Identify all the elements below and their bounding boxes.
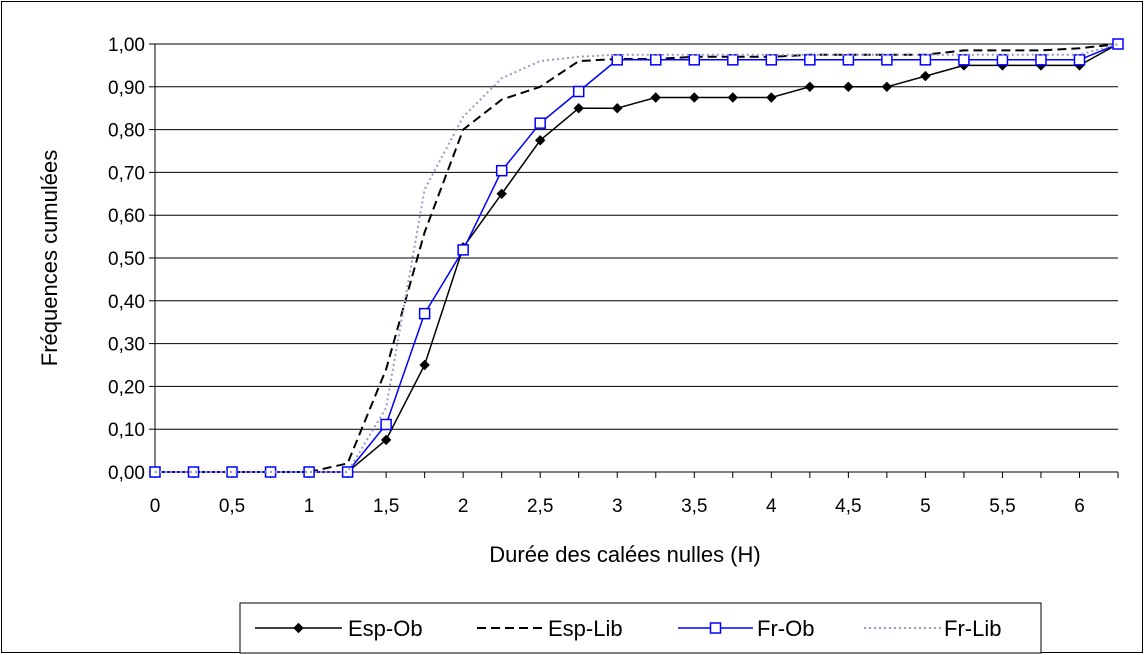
marker-diamond bbox=[727, 92, 739, 103]
marker-diamond bbox=[804, 81, 816, 93]
marker-square bbox=[495, 164, 508, 177]
marker-diamond bbox=[920, 70, 931, 82]
marker-square bbox=[919, 54, 932, 66]
x-tick-label: 0 bbox=[150, 496, 161, 517]
x-tick-label: 4,5 bbox=[835, 496, 861, 517]
marker-square bbox=[534, 117, 546, 129]
gridlines bbox=[155, 43, 1118, 473]
marker-square bbox=[709, 622, 722, 634]
legend-label-esp-lib: Esp-Lib bbox=[548, 616, 623, 641]
marker-diamond bbox=[419, 359, 430, 371]
marker-square bbox=[572, 85, 585, 98]
marker-square bbox=[611, 54, 623, 66]
y-tick-label: 0,20 bbox=[108, 377, 145, 398]
tick-labels: 0,000,100,200,300,400,500,600,700,800,90… bbox=[108, 35, 1085, 517]
marker-square bbox=[457, 244, 469, 256]
marker-square bbox=[303, 466, 315, 478]
marker-square bbox=[187, 466, 200, 478]
marker-square bbox=[688, 54, 701, 66]
marker-diamond bbox=[843, 81, 854, 93]
marker-square bbox=[380, 418, 392, 431]
marker-diamond bbox=[293, 622, 304, 634]
x-axis-title: Durée des calées nulles (H) bbox=[489, 542, 760, 567]
y-tick-label: 0,70 bbox=[108, 163, 145, 184]
y-tick-label: 0,00 bbox=[108, 463, 145, 484]
marker-square bbox=[881, 54, 893, 66]
legend-label-esp-ob: Esp-Ob bbox=[348, 616, 423, 641]
marker-diamond bbox=[881, 81, 893, 93]
y-tick-label: 0,50 bbox=[108, 249, 145, 270]
x-tick-label: 2,5 bbox=[527, 496, 553, 517]
series-layer bbox=[149, 38, 1124, 478]
marker-diamond bbox=[573, 102, 584, 114]
marker-diamond bbox=[650, 92, 661, 103]
marker-square bbox=[804, 54, 816, 66]
y-tick-label: 0,90 bbox=[108, 78, 145, 99]
axes bbox=[149, 43, 1119, 478]
y-axis-title: Fréquences cumulées bbox=[37, 150, 62, 366]
y-tick-label: 0,10 bbox=[108, 420, 145, 441]
marker-square bbox=[650, 54, 662, 66]
marker-square bbox=[226, 466, 238, 478]
x-tick-label: 4 bbox=[766, 496, 777, 517]
x-tick-label: 1 bbox=[304, 496, 315, 517]
series-line-fr-lib bbox=[155, 43, 1119, 473]
series-line-esp-lib bbox=[155, 43, 1119, 473]
legend-label-fr-lib: Fr-Lib bbox=[944, 616, 1001, 641]
marker-square bbox=[765, 54, 778, 66]
marker-square bbox=[1112, 38, 1124, 50]
marker-diamond bbox=[766, 92, 777, 103]
y-tick-label: 0,40 bbox=[108, 292, 145, 313]
x-tick-label: 3 bbox=[612, 496, 623, 517]
marker-square bbox=[1073, 54, 1086, 66]
legend: Esp-Ob Esp-Lib Fr-Ob Fr-Lib bbox=[239, 602, 1042, 654]
marker-diamond bbox=[612, 102, 623, 114]
x-tick-label: 5 bbox=[920, 496, 931, 517]
marker-square bbox=[958, 54, 970, 66]
marker-diamond bbox=[689, 92, 700, 103]
marker-square bbox=[1035, 54, 1047, 66]
marker-diamond bbox=[380, 434, 392, 446]
y-tick-label: 0,60 bbox=[108, 206, 145, 227]
x-tick-label: 0,5 bbox=[219, 496, 245, 517]
x-tick-label: 3,5 bbox=[681, 496, 707, 517]
x-tick-label: 6 bbox=[1074, 496, 1085, 517]
x-tick-label: 5,5 bbox=[989, 496, 1015, 517]
marker-square bbox=[727, 54, 739, 66]
y-tick-label: 0,80 bbox=[108, 121, 145, 142]
x-tick-label: 2 bbox=[458, 496, 469, 517]
y-tick-label: 1,00 bbox=[108, 35, 145, 56]
marker-square bbox=[996, 54, 1009, 66]
marker-square bbox=[842, 54, 855, 66]
marker-square bbox=[341, 466, 354, 478]
x-tick-label: 1,5 bbox=[373, 496, 399, 517]
marker-diamond bbox=[496, 188, 507, 200]
y-tick-label: 0,30 bbox=[108, 335, 145, 356]
legend-box bbox=[239, 602, 1042, 654]
legend-label-fr-ob: Fr-Ob bbox=[757, 616, 814, 641]
marker-square bbox=[418, 307, 431, 320]
marker-diamond bbox=[534, 135, 546, 146]
